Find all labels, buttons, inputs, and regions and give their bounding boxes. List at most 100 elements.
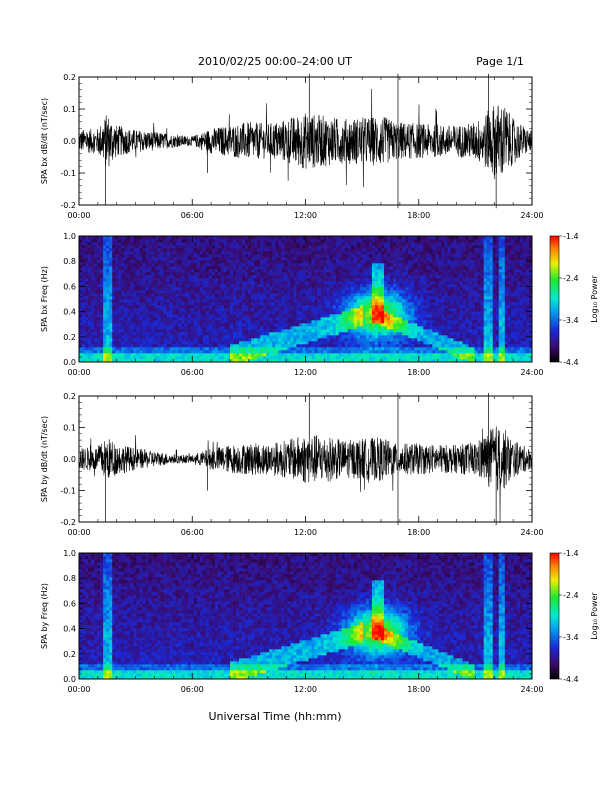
spectro-cell [175, 350, 179, 354]
spectro-cell [248, 341, 252, 345]
spectro-cell [230, 299, 234, 303]
spectro-cell [236, 248, 240, 252]
spectro-cell [326, 350, 330, 354]
spectro-cell [230, 308, 234, 312]
spectro-cell [79, 317, 83, 321]
spectro-cell [91, 272, 95, 276]
spectro-cell [103, 281, 107, 285]
spectro-cell [127, 260, 131, 264]
spectro-cell [223, 281, 228, 285]
spectro-cell [136, 245, 140, 249]
spectro-cell [199, 287, 204, 291]
spectro-cell [284, 248, 288, 252]
spectro-cell [118, 335, 122, 339]
spectro-cell [196, 308, 201, 312]
spectro-cell [248, 269, 252, 273]
spectro-cell [423, 308, 427, 312]
spectro-cell [290, 251, 294, 255]
spectro-cell [220, 278, 225, 282]
spectro-cell [85, 323, 89, 327]
spectro-cell [172, 338, 176, 342]
spectro-cell [296, 278, 300, 282]
spectro-cell [371, 284, 376, 288]
spectro-cell [278, 356, 282, 360]
spectro-cell [106, 260, 110, 264]
spectro-cell [178, 329, 182, 333]
spectro-cell [356, 260, 361, 264]
spectro-cell [151, 293, 155, 297]
spectro-cell [133, 311, 137, 315]
spectro-cell [217, 338, 222, 342]
spectro-cell [390, 356, 394, 360]
spectro-cell [91, 275, 95, 279]
spectro-cell [142, 281, 146, 285]
spectro-cell [223, 320, 228, 324]
spectro-cell [308, 284, 312, 288]
spectro-cell [417, 332, 421, 336]
spectro-cell [399, 245, 403, 249]
spectro-cell [350, 350, 355, 354]
spectro-cell [263, 356, 267, 360]
spectro-cell [217, 296, 222, 300]
spectro-cell [423, 341, 427, 345]
spectro-cell [287, 251, 291, 255]
spectro-cell [130, 251, 134, 255]
spectro-cell [299, 338, 303, 342]
spectro-cell [142, 329, 146, 333]
spectro-cell [127, 269, 131, 273]
spectro-cell [293, 311, 297, 315]
spectro-cell [245, 350, 249, 354]
spectro-cell [223, 323, 228, 327]
spectro-cell [139, 299, 143, 303]
spectro-cell [127, 239, 131, 243]
spectro-cell [251, 299, 255, 303]
spectro-cell [121, 341, 125, 345]
spectro-cell [169, 272, 173, 276]
spectro-cell [97, 242, 101, 246]
spectro-cell [245, 329, 249, 333]
spectro-cell [323, 287, 327, 291]
spectro-cell [326, 269, 330, 273]
spectro-cell [332, 353, 336, 357]
spectro-cell [381, 257, 385, 261]
spectro-cell [145, 341, 149, 345]
spectro-cell [384, 353, 388, 357]
spectro-cell [106, 308, 110, 312]
spectro-cell [387, 329, 391, 333]
spectro-cell [314, 287, 318, 291]
spectro-cell [230, 293, 234, 297]
spectro-cell [115, 353, 119, 357]
spectro-cell [142, 344, 146, 348]
spectro-cell [79, 344, 83, 348]
spectro-cell [260, 248, 264, 252]
spectro-cell [420, 239, 424, 243]
spectro-cell [423, 248, 427, 252]
spectro-cell [199, 263, 204, 267]
spectro-cell [260, 338, 264, 342]
spectro-cell [293, 326, 297, 330]
spectro-cell [405, 242, 409, 246]
spectro-cell [263, 269, 267, 273]
spectro-cell [396, 320, 400, 324]
spectro-cell [142, 350, 146, 354]
spectro-cell [260, 317, 264, 321]
spectro-cell [275, 311, 279, 315]
spectro-cell [368, 338, 373, 342]
spectro-cell [381, 350, 385, 354]
spectro-cell [414, 263, 418, 267]
spectro-cell [230, 257, 234, 261]
spectro-cell [302, 257, 306, 261]
spectro-cell [169, 353, 173, 357]
spectro-cell [402, 332, 406, 336]
spectro-cell [377, 293, 382, 297]
spectro-cell [196, 245, 201, 249]
spectro-cell [347, 248, 352, 252]
spectro-cell [405, 293, 409, 297]
spectro-cell [118, 320, 122, 324]
spectro-cell [417, 257, 421, 261]
spectro-cell [94, 305, 98, 309]
spectro-cell [257, 260, 261, 264]
spectro-cell [371, 332, 376, 336]
spectro-cell [347, 302, 352, 306]
spectro-cell [208, 254, 213, 258]
